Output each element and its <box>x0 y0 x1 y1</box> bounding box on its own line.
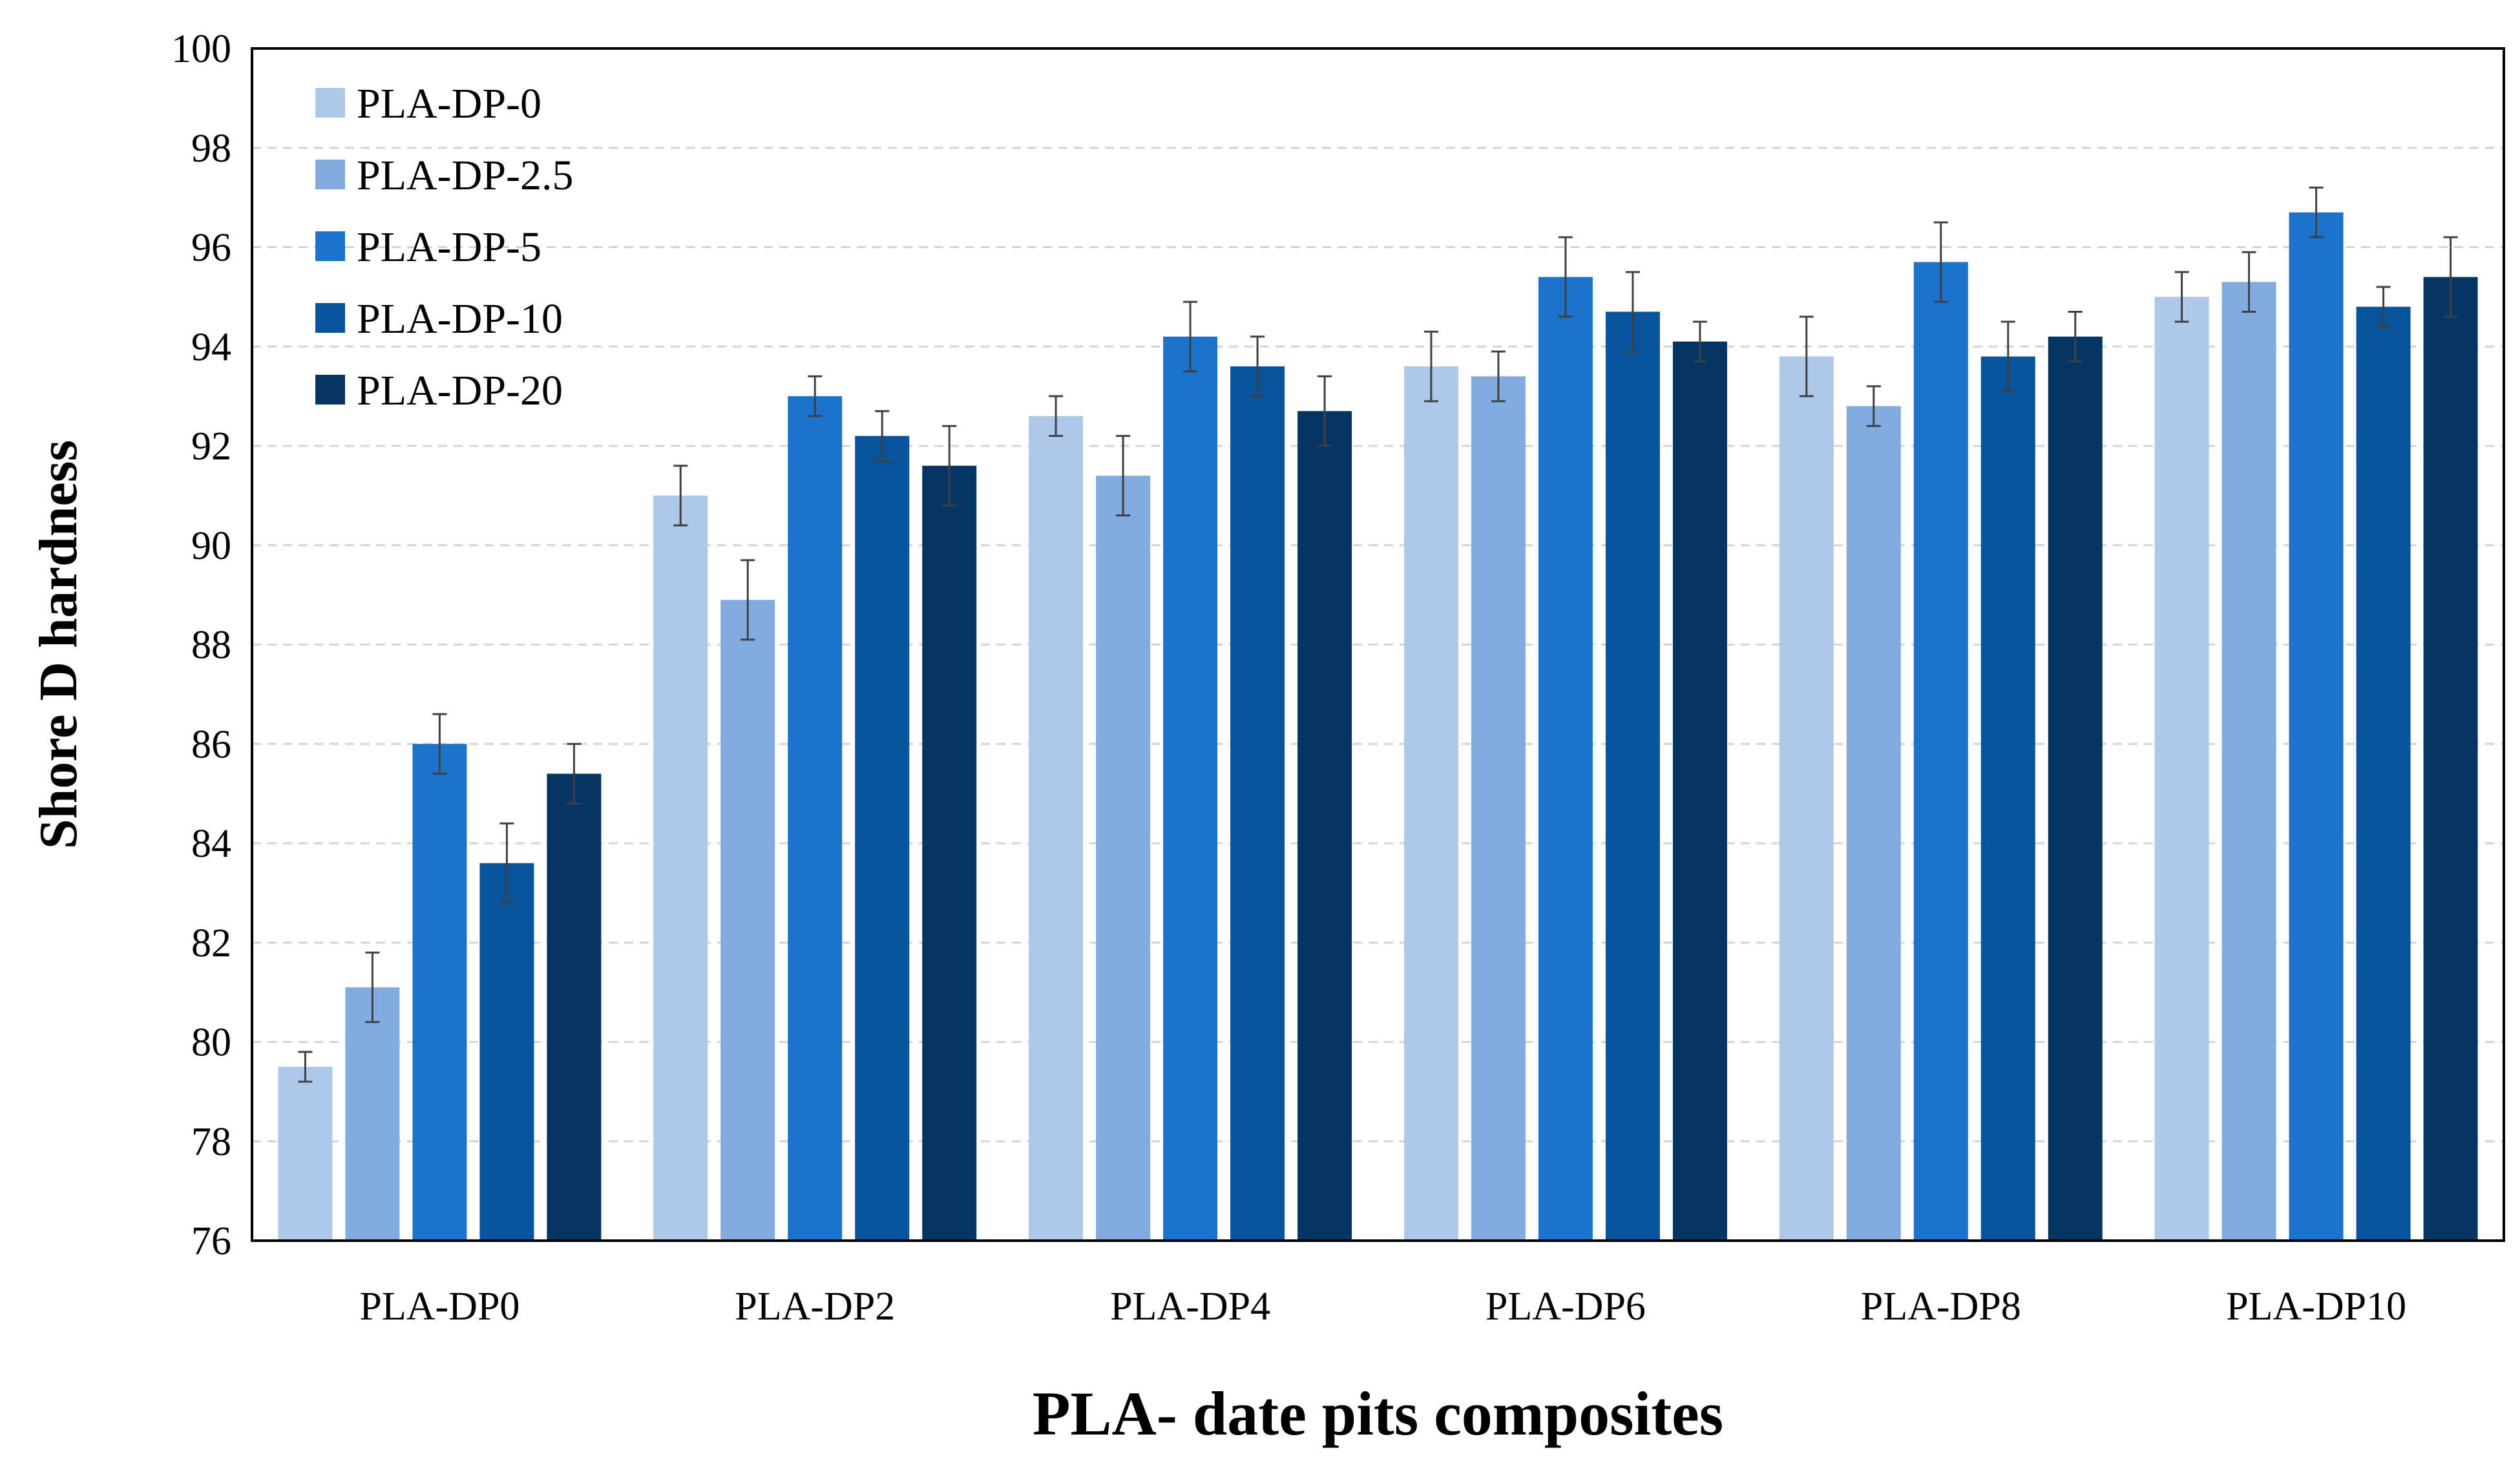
y-tick-label: 88 <box>191 624 231 668</box>
bar-pla-dp-0-pla-dp6 <box>1403 366 1458 1241</box>
bar-pla-dp-10-pla-dp10 <box>2356 306 2411 1241</box>
bar-pla-dp-5-pla-dp10 <box>2289 212 2344 1241</box>
y-tick-label: 92 <box>191 425 231 468</box>
bar-pla-dp-2.5-pla-dp2 <box>720 600 775 1241</box>
y-tick-label: 82 <box>191 921 231 965</box>
y-tick-label: 78 <box>191 1120 231 1164</box>
legend-swatch <box>315 375 345 405</box>
legend: PLA-DP-0 PLA-DP-2.5 PLA-DP-5 PLA-DP-10 PLA-D… <box>315 80 574 414</box>
bar-pla-dp-20-pla-dp8 <box>2048 336 2103 1241</box>
legend-swatch <box>315 303 345 333</box>
legend-swatch <box>315 231 345 261</box>
y-axis-ticks: 76 78 80 82 84 86 88 90 92 94 96 98 100 <box>171 27 231 1263</box>
x-tick-label: PLA-DP0 <box>359 1285 520 1329</box>
y-tick-label: 84 <box>191 822 231 866</box>
legend-swatch <box>315 160 345 189</box>
bar-pla-dp-5-pla-dp4 <box>1163 336 1218 1241</box>
y-tick-label: 86 <box>191 722 231 766</box>
legend-label: PLA-DP-10 <box>357 295 563 342</box>
bar-pla-dp-2.5-pla-dp4 <box>1096 476 1151 1241</box>
x-axis-title: PLA- date pits composites <box>1033 1379 1723 1448</box>
plot-area-border <box>251 47 2505 1242</box>
x-tick-label: PLA-DP4 <box>1110 1285 1270 1329</box>
grid-lines <box>252 147 2504 1142</box>
y-tick-label: 76 <box>191 1219 231 1263</box>
legend-label: PLA-DP-2.5 <box>357 152 574 199</box>
y-axis-title: Shore D hardness <box>28 440 89 849</box>
y-tick-label: 98 <box>191 127 231 171</box>
bar-pla-dp-20-pla-dp6 <box>1672 341 1727 1241</box>
y-tick-label: 94 <box>191 325 231 369</box>
bars <box>278 212 2478 1241</box>
x-axis-ticks: PLA-DP0 PLA-DP2 PLA-DP4 PLA-DP6 PLA-DP8 PLA-D… <box>359 1285 2406 1329</box>
bar-pla-dp-2.5-pla-dp10 <box>2221 282 2276 1241</box>
x-tick-label: PLA-DP10 <box>2226 1285 2406 1329</box>
bar-pla-dp-2.5-pla-dp6 <box>1471 376 1526 1241</box>
bar-pla-dp-0-pla-dp4 <box>1029 415 1084 1241</box>
legend-swatch <box>315 88 345 118</box>
y-tick-label: 100 <box>171 27 231 71</box>
x-tick-label: PLA-DP2 <box>735 1285 895 1329</box>
bar-pla-dp-5-pla-dp2 <box>788 396 843 1241</box>
legend-label: PLA-DP-5 <box>357 224 541 271</box>
bar-pla-dp-20-pla-dp10 <box>2423 277 2478 1241</box>
y-tick-label: 90 <box>191 524 231 568</box>
bar-pla-dp-5-pla-dp6 <box>1538 277 1593 1241</box>
x-tick-label: PLA-DP6 <box>1486 1285 1646 1329</box>
bar-pla-dp-5-pla-dp8 <box>1913 262 1968 1241</box>
bar-pla-dp-0-pla-dp0 <box>278 1066 333 1241</box>
bar-pla-dp-0-pla-dp2 <box>653 495 708 1241</box>
x-tick-label: PLA-DP8 <box>1861 1285 2021 1329</box>
bar-pla-dp-10-pla-dp2 <box>855 436 910 1241</box>
bar-pla-dp-20-pla-dp2 <box>922 465 977 1241</box>
y-tick-label: 80 <box>191 1021 231 1065</box>
bar-pla-dp-10-pla-dp4 <box>1230 366 1285 1241</box>
bar-pla-dp-10-pla-dp0 <box>479 863 534 1241</box>
legend-label: PLA-DP-20 <box>357 367 563 414</box>
bar-pla-dp-20-pla-dp4 <box>1297 411 1352 1241</box>
bar-pla-dp-0-pla-dp8 <box>1779 356 1834 1241</box>
bar-pla-dp-5-pla-dp0 <box>412 744 467 1241</box>
bar-pla-dp-2.5-pla-dp8 <box>1846 406 1901 1241</box>
bar-pla-dp-10-pla-dp8 <box>1980 356 2035 1241</box>
bar-pla-dp-0-pla-dp10 <box>2154 297 2209 1241</box>
legend-label: PLA-DP-0 <box>357 80 541 127</box>
bar-pla-dp-20-pla-dp0 <box>547 773 602 1241</box>
bar-pla-dp-10-pla-dp6 <box>1605 311 1660 1241</box>
y-tick-label: 96 <box>191 226 231 270</box>
error-bars <box>298 186 2458 1083</box>
bar-pla-dp-2.5-pla-dp0 <box>345 987 400 1241</box>
